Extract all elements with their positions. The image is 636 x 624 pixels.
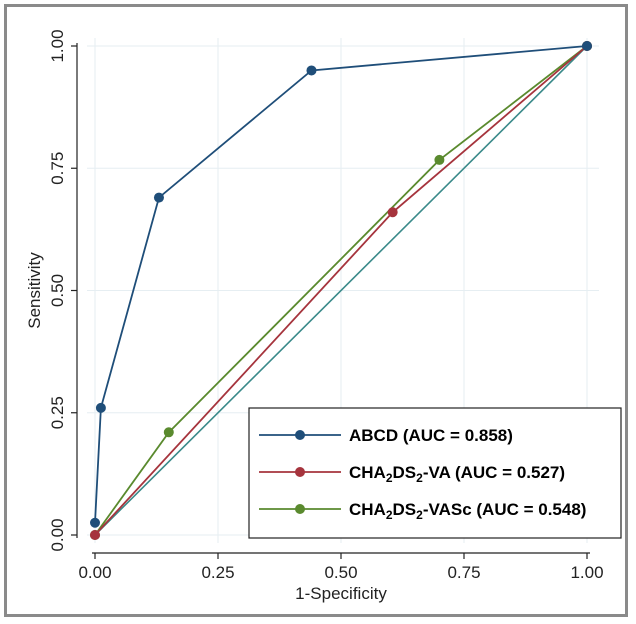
- legend-subscript: 2: [416, 508, 423, 522]
- reference-diagonal: [94, 45, 588, 536]
- data-point: [95, 402, 106, 413]
- legend-text-part: -VA (AUC = 0.527): [423, 463, 565, 482]
- series-0: [90, 41, 592, 528]
- legend-item: ABCD (AUC = 0.858): [259, 426, 513, 445]
- legend-subscript: 2: [416, 471, 423, 485]
- x-axis-title: 1-Specificity: [295, 584, 387, 603]
- y-tick-labels: 0.00 0.25 0.50 0.75 1.00: [48, 29, 77, 552]
- y-tick-label: 1.00: [48, 29, 67, 62]
- x-tick-labels: 0.00 0.25 0.50 0.75 1.00: [78, 553, 604, 582]
- y-tick-label: 0.00: [48, 518, 67, 551]
- legend-subscript: 2: [386, 471, 393, 485]
- legend-text-part: CHA: [349, 463, 386, 482]
- x-tick-label: 1.00: [570, 563, 603, 582]
- data-point: [434, 154, 445, 165]
- x-tick-label: 0.25: [201, 563, 234, 582]
- data-point: [90, 517, 100, 528]
- x-tick-label: 0.50: [324, 563, 357, 582]
- legend-label: CHA2DS2-VA (AUC = 0.527): [349, 463, 565, 485]
- data-point: [90, 530, 100, 540]
- data-point: [163, 427, 174, 438]
- legend-text-part: ABCD (AUC = 0.858): [349, 426, 513, 445]
- legend-box: [248, 407, 622, 539]
- legend-marker: [295, 504, 305, 514]
- y-tick-label: 0.75: [48, 152, 67, 185]
- x-tick-label: 0.75: [447, 563, 480, 582]
- legend-label: CHA2DS2-VASc (AUC = 0.548): [349, 500, 586, 522]
- legend-text-part: DS: [393, 500, 417, 519]
- data-point: [582, 41, 592, 51]
- series-line: [94, 45, 588, 536]
- legend-text-part: DS: [393, 463, 417, 482]
- legend-item: CHA2DS2-VA (AUC = 0.527): [259, 463, 565, 485]
- reference-line: [94, 45, 588, 536]
- legend: ABCD (AUC = 0.858)CHA2DS2-VA (AUC = 0.52…: [248, 407, 622, 539]
- data-point: [153, 192, 164, 203]
- legend-item: CHA2DS2-VASc (AUC = 0.548): [259, 500, 586, 522]
- legend-label: ABCD (AUC = 0.858): [349, 426, 513, 445]
- legend-text-part: -VASc (AUC = 0.548): [423, 500, 587, 519]
- legend-text-part: CHA: [349, 500, 386, 519]
- data-point: [387, 207, 398, 218]
- series-group: [90, 41, 592, 540]
- legend-marker: [295, 430, 305, 440]
- x-tick-label: 0.00: [78, 563, 111, 582]
- y-axis-title: Sensitivity: [25, 252, 44, 329]
- data-point: [306, 65, 317, 76]
- legend-marker: [295, 467, 305, 477]
- y-tick-label: 0.50: [48, 274, 67, 307]
- y-tick-label: 0.25: [48, 396, 67, 429]
- legend-subscript: 2: [386, 508, 393, 522]
